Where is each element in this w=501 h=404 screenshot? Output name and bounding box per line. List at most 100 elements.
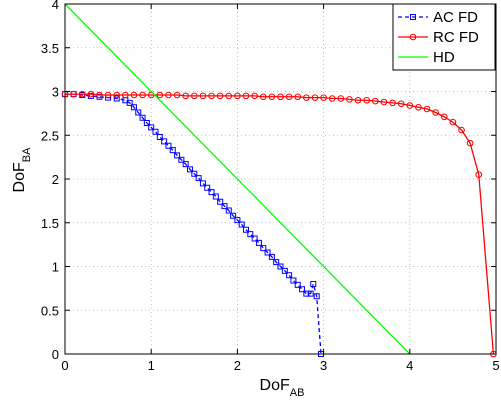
data-point-ac-fd: [152, 128, 159, 135]
data-point-ac-fd: [191, 170, 198, 177]
data-point-rc-fd: [78, 90, 86, 98]
x-axis-label: DoFAB: [260, 377, 305, 399]
data-point-rc-fd: [406, 102, 414, 109]
data-point-ac-fd: [169, 147, 176, 154]
data-point-rc-fd: [449, 118, 457, 126]
y-tick-label: 1: [52, 260, 59, 275]
data-point-ac-fd: [260, 245, 267, 252]
data-point-rc-fd: [87, 90, 95, 98]
data-point-ac-fd: [135, 109, 142, 116]
data-point-rc-fd: [432, 109, 439, 116]
y-axis-label-main: DoF: [11, 162, 28, 192]
x-tick-label: 3: [320, 358, 327, 373]
data-point-ac-fd: [221, 203, 228, 210]
x-tick-label: 4: [406, 358, 413, 373]
data-point-ac-fd: [225, 207, 232, 214]
data-point-rc-fd: [354, 96, 362, 104]
data-point-rc-fd: [259, 93, 267, 101]
data-point-rc-fd: [130, 91, 138, 99]
x-tick-label: 2: [234, 358, 241, 373]
data-point-ac-fd: [199, 180, 206, 187]
data-point-rc-fd: [251, 92, 258, 100]
y-axis-label: DoFBA: [11, 147, 33, 193]
data-point-rc-fd: [173, 91, 181, 99]
legend-label-rc-fd: RC FD: [433, 29, 479, 46]
data-point-rc-fd: [268, 93, 276, 101]
data-point-ac-fd: [204, 184, 211, 191]
legend-marker-ac-fd: [410, 14, 416, 20]
y-tick-label: 0.5: [41, 303, 59, 318]
data-point-rc-fd: [475, 171, 483, 178]
data-point-ac-fd: [313, 293, 320, 300]
data-point-rc-fd: [294, 93, 302, 101]
series-line-rc-fd: [65, 93, 495, 355]
data-point-rc-fd: [423, 105, 431, 113]
data-point-ac-fd: [143, 120, 150, 126]
data-point-ac-fd: [303, 290, 310, 297]
data-point-rc-fd: [208, 92, 215, 100]
legend-label-ac-fd: AC FD: [433, 9, 478, 26]
data-point-rc-fd: [113, 91, 121, 99]
data-point-rc-fd: [440, 113, 448, 121]
data-point-ac-fd: [268, 253, 275, 260]
y-tick-label: 1.5: [41, 216, 59, 231]
data-point-ac-fd: [113, 95, 120, 102]
data-point-rc-fd: [234, 92, 241, 100]
data-point-ac-fd: [217, 198, 224, 205]
data-point-rc-fd: [285, 93, 293, 101]
data-point-rc-fd: [337, 95, 345, 102]
series-line-hd: [64, 3, 411, 355]
data-point-rc-fd: [70, 90, 77, 98]
data-point-ac-fd: [186, 166, 193, 173]
legend: AC FD RC FD HD: [392, 3, 496, 71]
data-point-ac-fd: [212, 193, 219, 200]
data-point-ac-fd: [182, 161, 189, 168]
data-point-rc-fd: [96, 91, 103, 99]
data-point-rc-fd: [216, 92, 224, 100]
data-point-rc-fd: [104, 91, 112, 99]
data-point-ac-fd: [165, 142, 172, 149]
plot-area: [61, 3, 497, 358]
data-point-ac-fd: [178, 156, 185, 163]
data-point-ac-fd: [310, 281, 317, 287]
data-point-rc-fd: [389, 99, 396, 107]
data-point-rc-fd: [191, 92, 198, 100]
data-point-ac-fd: [130, 104, 137, 111]
data-point-rc-fd: [165, 91, 172, 99]
y-tick-label: 3.5: [41, 41, 59, 56]
data-point-ac-fd: [238, 221, 245, 228]
data-point-ac-fd: [195, 175, 202, 182]
data-point-ac-fd: [273, 259, 280, 266]
data-point-ac-fd: [290, 277, 297, 284]
data-point-rc-fd: [139, 91, 146, 99]
data-point-ac-fd: [277, 263, 284, 270]
data-point-ac-fd: [307, 290, 314, 297]
y-tick-label: 0: [52, 347, 59, 362]
data-point-ac-fd: [161, 138, 168, 145]
data-point-rc-fd: [397, 100, 405, 108]
data-point-ac-fd: [234, 217, 241, 224]
data-point-rc-fd: [415, 103, 422, 111]
x-axis-label-main: DoF: [260, 377, 290, 394]
data-point-rc-fd: [328, 95, 336, 102]
data-point-ac-fd: [126, 99, 133, 106]
data-point-ac-fd: [208, 189, 215, 196]
data-point-ac-fd: [264, 249, 271, 256]
data-point-rc-fd: [277, 93, 284, 101]
y-tick-label: 3: [52, 85, 59, 100]
data-point-ac-fd: [299, 286, 306, 293]
data-point-ac-fd: [243, 226, 250, 233]
x-tick-label: 5: [492, 358, 499, 373]
y-axis-label-sub: BA: [21, 147, 33, 162]
data-point-rc-fd: [320, 94, 327, 101]
y-tick-label: 2.5: [41, 128, 59, 143]
data-point-rc-fd: [156, 91, 164, 99]
y-tick-labels: 0 0.5 1 1.5 2 2.5 3 3.5 4: [41, 0, 59, 362]
data-point-rc-fd: [466, 139, 474, 147]
data-point-rc-fd: [458, 126, 465, 134]
y-tick-label: 4: [52, 0, 59, 12]
x-tick-label: 1: [148, 358, 155, 373]
data-point-ac-fd: [148, 124, 155, 131]
data-point-ac-fd: [139, 114, 146, 121]
